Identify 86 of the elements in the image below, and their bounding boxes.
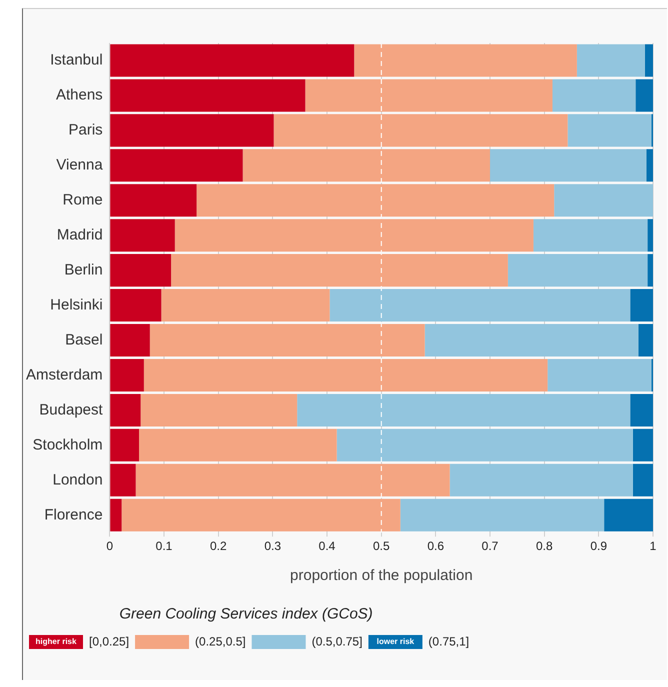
bar — [554, 184, 653, 217]
x-axis-title: proportion of the population — [290, 567, 473, 584]
bar — [110, 219, 175, 252]
y-tick-label: Athens — [56, 86, 103, 104]
bar — [630, 394, 653, 426]
bar — [150, 324, 425, 357]
bar — [632, 428, 653, 462]
bar — [568, 114, 652, 147]
x-tick-label: 0.7 — [482, 539, 499, 554]
x-tick-label: 0.1 — [156, 539, 173, 554]
bar — [632, 464, 653, 496]
bar — [110, 358, 144, 392]
legend-label: (0.25,0.5] — [195, 634, 246, 648]
bar — [110, 114, 274, 147]
legend-label: (0.75,1] — [428, 634, 470, 648]
bar — [644, 44, 653, 77]
x-tick-label: 0.9 — [590, 539, 608, 554]
legend-title: Green Cooling Services index (GCoS) — [119, 606, 373, 623]
bar — [174, 219, 534, 252]
bar — [508, 254, 648, 287]
y-tick-label: Helsinki — [50, 296, 103, 314]
bar — [548, 358, 652, 392]
bar — [630, 289, 653, 322]
x-tick-label: 0.3 — [264, 539, 282, 554]
bar — [110, 498, 122, 532]
y-tick-label: Florence — [44, 506, 103, 524]
bar — [576, 44, 645, 77]
text: higher risk — [36, 637, 77, 646]
bar — [110, 254, 172, 287]
bar — [144, 358, 548, 392]
x-tick-label: 0.6 — [427, 539, 444, 554]
bar — [122, 498, 400, 532]
y-tick-label: Vienna — [56, 156, 104, 174]
bar — [450, 464, 633, 496]
bar — [110, 289, 162, 322]
bar — [196, 184, 554, 217]
text: lower risk — [376, 637, 415, 646]
bar — [139, 428, 337, 462]
bar — [354, 44, 577, 77]
x-tick-label: 1 — [650, 539, 657, 554]
x-tick-label: 0 — [106, 539, 114, 554]
bar — [490, 149, 646, 182]
y-tick-label: Budapest — [39, 401, 104, 418]
bar — [136, 464, 450, 496]
bar — [604, 498, 653, 532]
x-tick-label: 0.5 — [373, 539, 390, 554]
bar — [110, 184, 197, 217]
bar — [424, 324, 638, 357]
bar — [274, 114, 568, 147]
bar — [646, 149, 653, 182]
bar — [110, 464, 136, 496]
bar — [110, 149, 243, 182]
y-tick-label: Istanbul — [50, 52, 103, 69]
bar — [336, 428, 633, 462]
y-tick-label: London — [52, 471, 103, 488]
bar — [533, 219, 648, 252]
bar — [638, 324, 653, 357]
bar — [110, 324, 150, 357]
bar — [400, 498, 604, 532]
y-tick-label: Berlin — [64, 261, 103, 278]
bar — [110, 394, 141, 426]
bar — [161, 289, 330, 322]
bar — [636, 79, 653, 112]
bar — [297, 394, 630, 426]
bar — [110, 428, 140, 462]
x-tick-label: 0.8 — [536, 539, 553, 554]
legend-label: (0.5,0.75] — [312, 634, 362, 648]
bar — [140, 394, 298, 426]
bar — [305, 79, 552, 112]
bar — [330, 289, 630, 322]
y-tick-label: Basel — [65, 331, 103, 348]
y-tick-label: Stockholm — [32, 436, 103, 454]
y-tick-label: Rome — [62, 192, 103, 209]
x-tick-label: 0.2 — [210, 539, 228, 554]
y-tick-label: Amsterdam — [26, 366, 103, 384]
bar — [110, 79, 306, 112]
bar — [110, 44, 354, 77]
y-tick-label: Paris — [68, 122, 103, 139]
bar — [648, 219, 653, 252]
bar — [648, 254, 653, 287]
y-tick-label: Madrid — [56, 226, 103, 244]
legend-label: [0,0.25] — [89, 634, 130, 648]
bar — [242, 149, 490, 182]
x-tick-label: 0.4 — [318, 539, 336, 554]
bar — [552, 79, 636, 112]
bar — [171, 254, 508, 287]
